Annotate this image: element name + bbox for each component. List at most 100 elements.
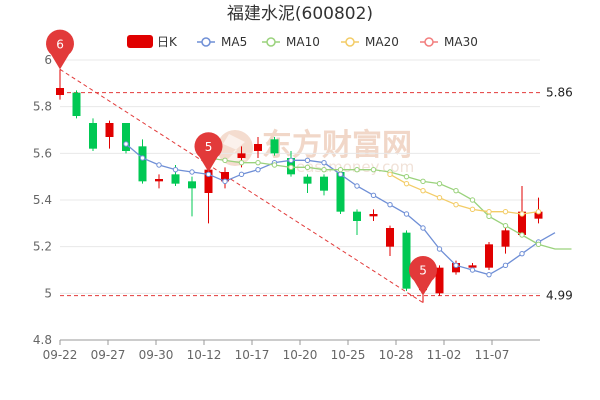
ma20-point	[420, 187, 426, 194]
ma5-point	[486, 271, 492, 278]
ma10-point	[453, 187, 459, 194]
ma5-point	[238, 171, 245, 178]
ma20-point	[387, 171, 393, 178]
ma5-point	[453, 262, 459, 269]
ma5-point	[304, 157, 311, 164]
ma10-point	[255, 159, 261, 166]
ma5-point	[337, 171, 344, 178]
y-tick-label: 5.6	[33, 146, 52, 160]
candle-body	[369, 214, 378, 217]
x-tick-label: 10-17	[235, 348, 270, 362]
x-tick-label: 09-27	[91, 348, 126, 362]
ma5-point	[370, 192, 377, 199]
ma10-point	[469, 197, 476, 203]
y-tick-label: 5.4	[33, 193, 52, 207]
ma10-point	[288, 164, 294, 171]
legend-label-ma5: MA5	[221, 35, 247, 49]
x-tick-label: 10-28	[379, 348, 414, 362]
price-marker: 5	[409, 255, 437, 296]
legend-label-ma20: MA20	[365, 35, 399, 49]
candle-body	[485, 244, 493, 268]
legend-label-ma30: MA30	[444, 35, 478, 49]
candle-body	[435, 267, 444, 294]
marker-pin	[194, 132, 223, 172]
ma20-point	[486, 208, 492, 215]
ma20-point	[469, 206, 476, 213]
candles	[56, 69, 543, 303]
x-tick-label: 11-07	[475, 348, 510, 362]
x-tick-label: 09-30	[139, 348, 174, 362]
ma10-point	[354, 166, 360, 173]
ma5-point	[519, 250, 525, 257]
y-tick-label: 5	[44, 286, 52, 300]
candle-body	[270, 139, 279, 154]
ma5-point	[469, 267, 476, 273]
y-tick-label: 6	[44, 53, 52, 67]
ma10-point	[486, 213, 492, 220]
watermark-text: 东方财富网	[262, 128, 412, 163]
y-tick-label: 5.2	[33, 240, 52, 254]
ma5-point	[205, 171, 212, 178]
candle-body	[171, 174, 180, 184]
candle-body	[221, 172, 229, 182]
candle-body	[402, 232, 411, 289]
x-tick-label: 10-20	[283, 348, 318, 362]
ma20-point	[519, 211, 525, 217]
candle-body	[56, 88, 64, 95]
ma5-point	[436, 246, 443, 252]
ma10-point	[271, 162, 278, 168]
candle-body	[468, 265, 477, 268]
x-tick-label: 10-12	[187, 348, 222, 362]
ma20-point	[436, 194, 443, 201]
marker-pin	[46, 29, 74, 70]
ma10-point	[519, 232, 525, 238]
ma5-point	[255, 166, 261, 173]
ma10-point	[321, 166, 327, 173]
y-tick-label: 4.8	[33, 333, 52, 347]
ma20-point	[502, 208, 509, 215]
ma10-point	[436, 180, 443, 187]
x-tick-label: 10-25	[331, 348, 366, 362]
ma5-point	[502, 262, 509, 269]
candle-body	[336, 172, 345, 212]
legend-swatch-k	[127, 35, 153, 48]
ma5-point	[156, 162, 162, 168]
ma5-point	[354, 183, 360, 189]
marker-label: 5	[205, 140, 213, 154]
ma20-point	[453, 201, 459, 208]
ma5-point	[321, 159, 327, 166]
ma10-point	[502, 222, 509, 229]
candle-body	[254, 144, 262, 151]
ma5-point	[387, 201, 393, 208]
candle-body	[72, 92, 81, 116]
ma10-point	[370, 166, 377, 173]
legend-dot-ma20	[345, 37, 355, 47]
price-marker: 6	[46, 29, 74, 70]
ma5-point	[189, 169, 195, 175]
legend-label-k: 日K	[157, 35, 178, 49]
markers: 6 5 5	[46, 29, 437, 296]
marker-pin	[409, 255, 437, 296]
candle-body	[386, 228, 394, 247]
marker-label: 6	[56, 37, 64, 51]
x-tick-label: 09-22	[43, 348, 78, 362]
ma5-point	[420, 225, 426, 231]
ma20-line	[389, 173, 539, 215]
ma20-point	[535, 208, 542, 215]
ma10-point	[304, 164, 311, 171]
legend: 日K MA5 MA10 MA20 MA30	[127, 35, 478, 49]
candle-body	[188, 181, 196, 189]
price-marker: 5	[194, 132, 223, 172]
ma5-point	[139, 155, 146, 161]
x-tick-label: 11-02	[427, 348, 462, 362]
y-tick-label: 5.8	[33, 100, 52, 114]
candle-body	[501, 230, 510, 247]
candle-body	[303, 176, 312, 184]
axes: 6 5.8 5.6 5.4 5.2 5 4.809-22 09-27 09-30 10-12 10-…	[33, 53, 540, 362]
ma5-point	[288, 157, 294, 164]
legend-dot-ma30	[424, 37, 434, 47]
candle-body	[353, 211, 361, 221]
candle-body	[138, 146, 147, 182]
grid	[60, 59, 540, 341]
